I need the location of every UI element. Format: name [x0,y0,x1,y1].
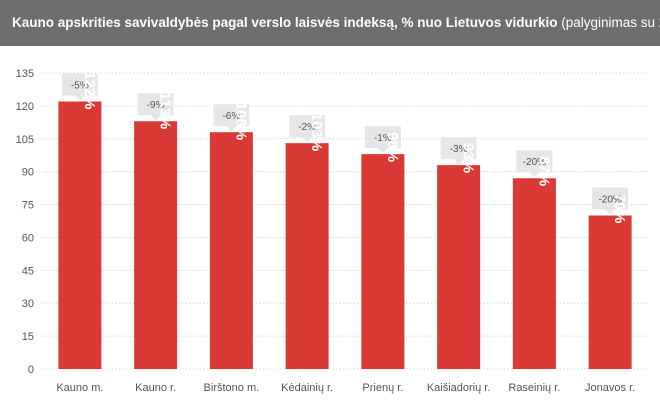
change-label: -2% [298,122,316,133]
category-label: Birštono m. [204,382,260,394]
y-tick-label: 75 [22,200,34,212]
change-callout [516,150,553,178]
change-label: -20% [598,195,621,206]
bar [58,101,102,369]
change-label: -5% [71,81,89,92]
change-callout [213,104,250,132]
x-axis-categories: Kauno m. Kauno r. Birštono m. Kėdainių r. Pr… [56,382,635,394]
change-callout [61,73,98,101]
change-label: -20% [523,157,546,168]
change-callout [592,187,629,215]
bar [209,132,253,369]
change-callout [364,126,401,154]
bar [588,215,632,369]
value-label: 122% [81,71,98,109]
chart-title-bar: Kauno apskrities savivaldybės pagal vers… [0,0,660,46]
change-label: -6% [222,111,240,122]
bar [361,154,405,369]
grid-lines [42,72,648,370]
y-tick-label: 45 [22,265,34,277]
change-label: -3% [450,144,468,155]
value-label: 103% [308,113,325,151]
y-tick-label: 90 [22,167,34,179]
change-callout [137,93,174,121]
y-tick-label: 0 [28,364,34,376]
chart-title: Kauno apskrities savivaldybės pagal vers… [12,15,558,30]
value-label: 93% [460,143,477,173]
y-tick-label: 60 [22,232,34,244]
value-label: 87% [535,156,552,186]
category-label: Kėdainių r. [281,382,333,394]
category-label: Raseinių r. [508,382,560,394]
bar [134,121,178,370]
category-label: Prienų r. [362,382,403,394]
value-label: 108% [232,102,249,140]
y-axis-ticks: 0 15 30 45 60 75 90 105 120 135 [16,68,34,376]
category-label: Kauno r. [135,382,176,394]
category-label: Kaišiadorių r. [427,382,491,394]
value-label: 113% [157,92,174,130]
bar [512,178,556,369]
category-label: Kauno m. [56,382,103,394]
category-label: Jonavos r. [585,382,635,394]
y-tick-label: 30 [22,298,34,310]
y-tick-label: 120 [16,101,34,113]
bar-chart: 0 15 30 45 60 75 90 105 120 135 -5%122% -9%113% -6%… [16,68,648,394]
y-tick-label: 105 [16,134,34,146]
bars: -5%122% -9%113% -6%108% -2%103% -1%98% -3%93%… [58,71,632,370]
change-label: -1% [374,133,392,144]
bar [437,165,481,369]
change-callout [440,137,477,165]
change-callout [289,115,326,143]
value-label: 98% [384,132,401,162]
y-tick-label: 135 [16,68,34,80]
bar [285,143,329,369]
value-label: 70% [611,193,628,223]
change-label: -9% [147,100,165,111]
chart-subtitle: (palyginimas su 2016) [561,15,660,30]
y-tick-label: 15 [22,331,34,343]
